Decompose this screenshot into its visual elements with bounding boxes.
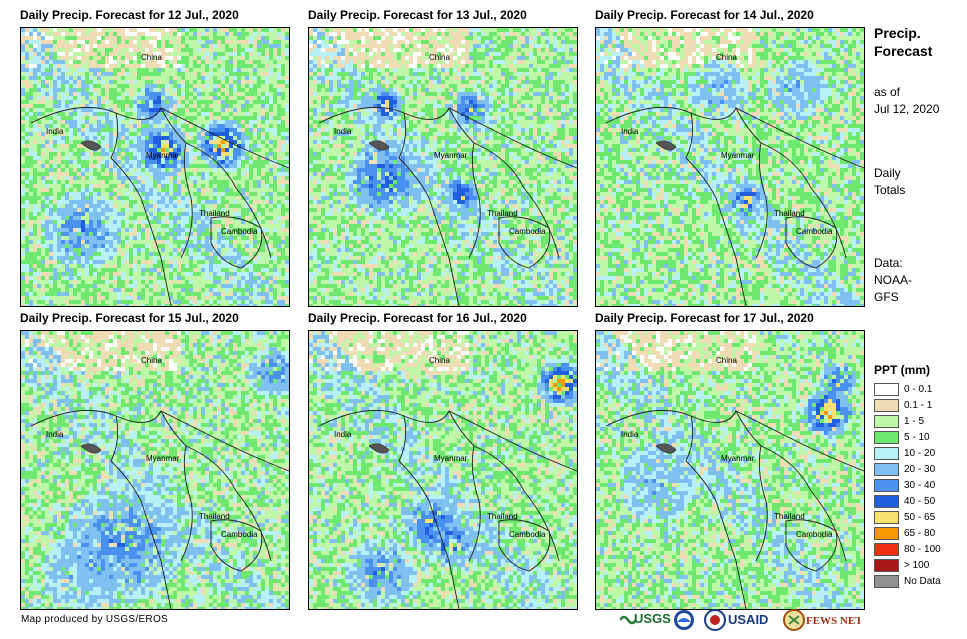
- label-myanmar: Myanmar: [434, 151, 468, 160]
- label-cambodia: Cambodia: [796, 227, 833, 236]
- label-india: India: [46, 430, 64, 439]
- legend-label: 0.1 - 1: [904, 398, 932, 413]
- label-cambodia: Cambodia: [796, 530, 833, 539]
- title-line-2: Forecast: [874, 42, 932, 60]
- legend-label: > 100: [904, 558, 929, 573]
- legend-label: 30 - 40: [904, 478, 935, 493]
- label-cambodia: Cambodia: [221, 530, 258, 539]
- label-thailand: Thailand: [774, 512, 805, 521]
- data-line-1: Data:: [874, 255, 912, 272]
- totals-line-1: Daily: [874, 165, 905, 182]
- label-thailand: Thailand: [774, 209, 805, 218]
- fewsnet-logo: FEWS NET: [783, 609, 860, 631]
- legend-swatch: [874, 447, 899, 460]
- legend-title: PPT (mm): [874, 363, 930, 377]
- label-thailand: Thailand: [199, 512, 230, 521]
- totals-line-2: Totals: [874, 182, 905, 199]
- usaid-logo: USAID: [704, 609, 768, 631]
- legend-label: 0 - 0.1: [904, 382, 932, 397]
- label-china: China: [429, 356, 450, 365]
- data-source: Data: NOAA- GFS: [874, 255, 912, 306]
- as-of-value: Jul 12, 2020: [874, 101, 939, 118]
- legend-swatch: [874, 415, 899, 428]
- panel-title: Daily Precip. Forecast for 16 Jul., 2020: [308, 309, 598, 329]
- legend-swatch: [874, 543, 899, 556]
- usgs-logo: USGS: [620, 611, 671, 626]
- label-china: China: [716, 356, 737, 365]
- panel-title: Daily Precip. Forecast for 15 Jul., 2020: [20, 309, 310, 329]
- label-india: India: [334, 127, 352, 136]
- label-cambodia: Cambodia: [509, 530, 546, 539]
- panel-title: Daily Precip. Forecast for 14 Jul., 2020: [595, 6, 885, 26]
- panel-title: Daily Precip. Forecast for 17 Jul., 2020: [595, 309, 885, 329]
- label-myanmar: Myanmar: [721, 454, 755, 463]
- legend-swatch: [874, 495, 899, 508]
- precip-map: China India Myanmar Thailand Cambodia: [595, 27, 865, 307]
- label-myanmar: Myanmar: [721, 151, 755, 160]
- title-line-1: Precip.: [874, 24, 932, 42]
- legend-swatch: [874, 463, 899, 476]
- label-cambodia: Cambodia: [509, 227, 546, 236]
- legend-swatch: [874, 383, 899, 396]
- precip-map: China India Myanmar Thailand Cambodia: [20, 330, 290, 610]
- legend-label: 65 - 80: [904, 526, 935, 541]
- label-myanmar: Myanmar: [146, 151, 180, 160]
- precip-map: China India Myanmar Thailand Cambodia: [595, 330, 865, 610]
- product-title: Precip. Forecast: [874, 24, 932, 60]
- data-line-3: GFS: [874, 289, 912, 306]
- label-china: China: [141, 53, 162, 62]
- legend-swatch: [874, 479, 899, 492]
- label-thailand: Thailand: [487, 512, 518, 521]
- legend-label: 10 - 20: [904, 446, 935, 461]
- label-china: China: [716, 53, 737, 62]
- label-myanmar: Myanmar: [434, 454, 468, 463]
- precip-map: China India Myanmar Thailand Cambodia: [308, 330, 578, 610]
- legend-label: 1 - 5: [904, 414, 924, 429]
- as-of-date: as of Jul 12, 2020: [874, 84, 939, 118]
- label-india: India: [46, 127, 64, 136]
- precip-map: China India Myanmar Thailand Cambodia: [20, 27, 290, 307]
- label-cambodia: Cambodia: [221, 227, 258, 236]
- legend-swatch: [874, 559, 899, 572]
- panel-title: Daily Precip. Forecast for 13 Jul., 2020: [308, 6, 598, 26]
- legend-swatch: [874, 511, 899, 524]
- label-china: China: [429, 53, 450, 62]
- partner-logos: USGS USAID FEWS NET: [620, 609, 860, 631]
- map-credit: Map produced by USGS/EROS: [21, 614, 168, 625]
- precip-map: China India Myanmar Thailand Cambodia: [308, 27, 578, 307]
- totals-note: Daily Totals: [874, 165, 905, 199]
- usgs-logo-text: USGS: [634, 611, 671, 626]
- label-thailand: Thailand: [199, 209, 230, 218]
- label-myanmar: Myanmar: [146, 454, 180, 463]
- noaa-logo: [674, 610, 694, 630]
- panel-title: Daily Precip. Forecast for 12 Jul., 2020: [20, 6, 310, 26]
- label-india: India: [621, 430, 639, 439]
- label-india: India: [334, 430, 352, 439]
- legend-label: 5 - 10: [904, 430, 930, 445]
- label-china: China: [141, 356, 162, 365]
- legend-swatch: [874, 399, 899, 412]
- legend-swatch: [874, 575, 899, 588]
- data-line-2: NOAA-: [874, 272, 912, 289]
- usaid-logo-text: USAID: [728, 612, 768, 627]
- label-thailand: Thailand: [487, 209, 518, 218]
- fewsnet-logo-text: FEWS NET: [806, 615, 860, 627]
- legend-label: 80 - 100: [904, 542, 941, 557]
- legend-swatch: [874, 527, 899, 540]
- legend-label: 20 - 30: [904, 462, 935, 477]
- legend-swatch: [874, 431, 899, 444]
- label-india: India: [621, 127, 639, 136]
- legend-label: 40 - 50: [904, 494, 935, 509]
- legend-label: No Data: [904, 574, 941, 589]
- legend-label: 50 - 65: [904, 510, 935, 525]
- as-of-label: as of: [874, 84, 939, 101]
